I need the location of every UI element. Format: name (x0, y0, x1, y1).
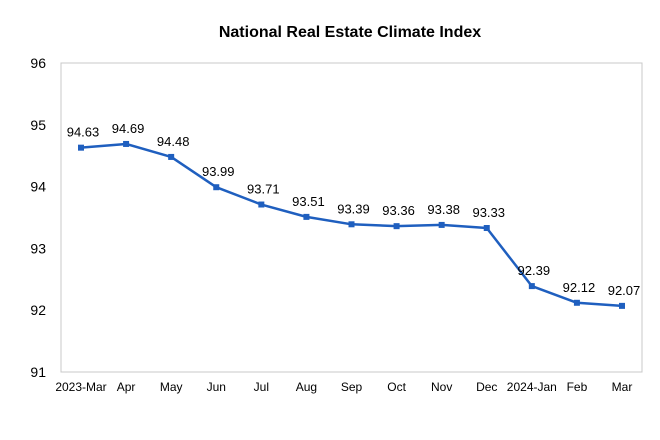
data-label: 93.38 (427, 202, 460, 217)
data-label: 93.71 (247, 182, 280, 197)
data-label: 93.33 (472, 205, 505, 220)
x-tick-label: Mar (612, 380, 633, 394)
data-label: 93.99 (202, 164, 235, 179)
data-label: 93.51 (292, 194, 325, 209)
y-tick-label: 91 (30, 364, 46, 380)
data-point-marker (573, 299, 580, 306)
x-tick-label: May (160, 380, 183, 394)
y-tick-label: 96 (30, 55, 46, 71)
data-point-marker (619, 302, 625, 309)
x-tick-label: Jun (207, 380, 226, 394)
x-tick-label: Jul (254, 380, 269, 394)
data-point-marker (528, 283, 535, 290)
data-label: 94.48 (157, 134, 190, 149)
data-point-marker (393, 223, 400, 230)
data-label: 94.63 (67, 125, 100, 140)
data-label: 93.36 (382, 203, 415, 218)
x-tick-label: Apr (117, 380, 136, 394)
y-tick-label: 93 (30, 240, 46, 256)
x-tick-label: Feb (567, 380, 588, 394)
x-tick-label: Aug (296, 380, 317, 394)
y-tick-label: 95 (30, 117, 46, 133)
data-point-marker (348, 221, 355, 228)
data-point-marker (168, 153, 175, 160)
y-tick-label: 92 (30, 302, 46, 318)
chart-title: National Real Estate Climate Index (219, 24, 481, 41)
plot-area-frame (60, 62, 643, 373)
data-point-marker (258, 201, 265, 208)
x-tick-label: Oct (387, 380, 406, 394)
x-tick-label: 2024-Jan (507, 380, 557, 394)
data-point-marker (438, 221, 445, 228)
data-label: 92.07 (608, 283, 641, 298)
x-tick-label: Nov (431, 380, 452, 394)
data-point-marker (123, 140, 130, 147)
data-point-marker (483, 225, 490, 232)
data-labels: 94.63 94.69 94.48 93.99 93.71 93.51 93.39 93.36… (67, 121, 641, 298)
y-tick-label: 94 (30, 179, 46, 195)
data-point-marker (303, 213, 310, 220)
data-label: 94.69 (112, 121, 145, 136)
y-axis-ticks: 91 92 93 94 95 96 (30, 55, 46, 380)
series-group (78, 140, 625, 309)
data-point-marker (78, 144, 84, 151)
data-label: 92.12 (563, 280, 596, 295)
x-tick-label: Dec (476, 380, 497, 394)
x-tick-label: Sep (341, 380, 363, 394)
x-tick-label: 2023-Mar (55, 380, 106, 394)
data-label: 93.39 (337, 201, 370, 216)
data-label: 92.39 (518, 263, 551, 278)
data-point-marker (213, 184, 220, 191)
x-axis-ticks: 2023-Mar Apr May Jun Jul Aug Sep Oct Nov Dec 2024-… (55, 380, 632, 394)
